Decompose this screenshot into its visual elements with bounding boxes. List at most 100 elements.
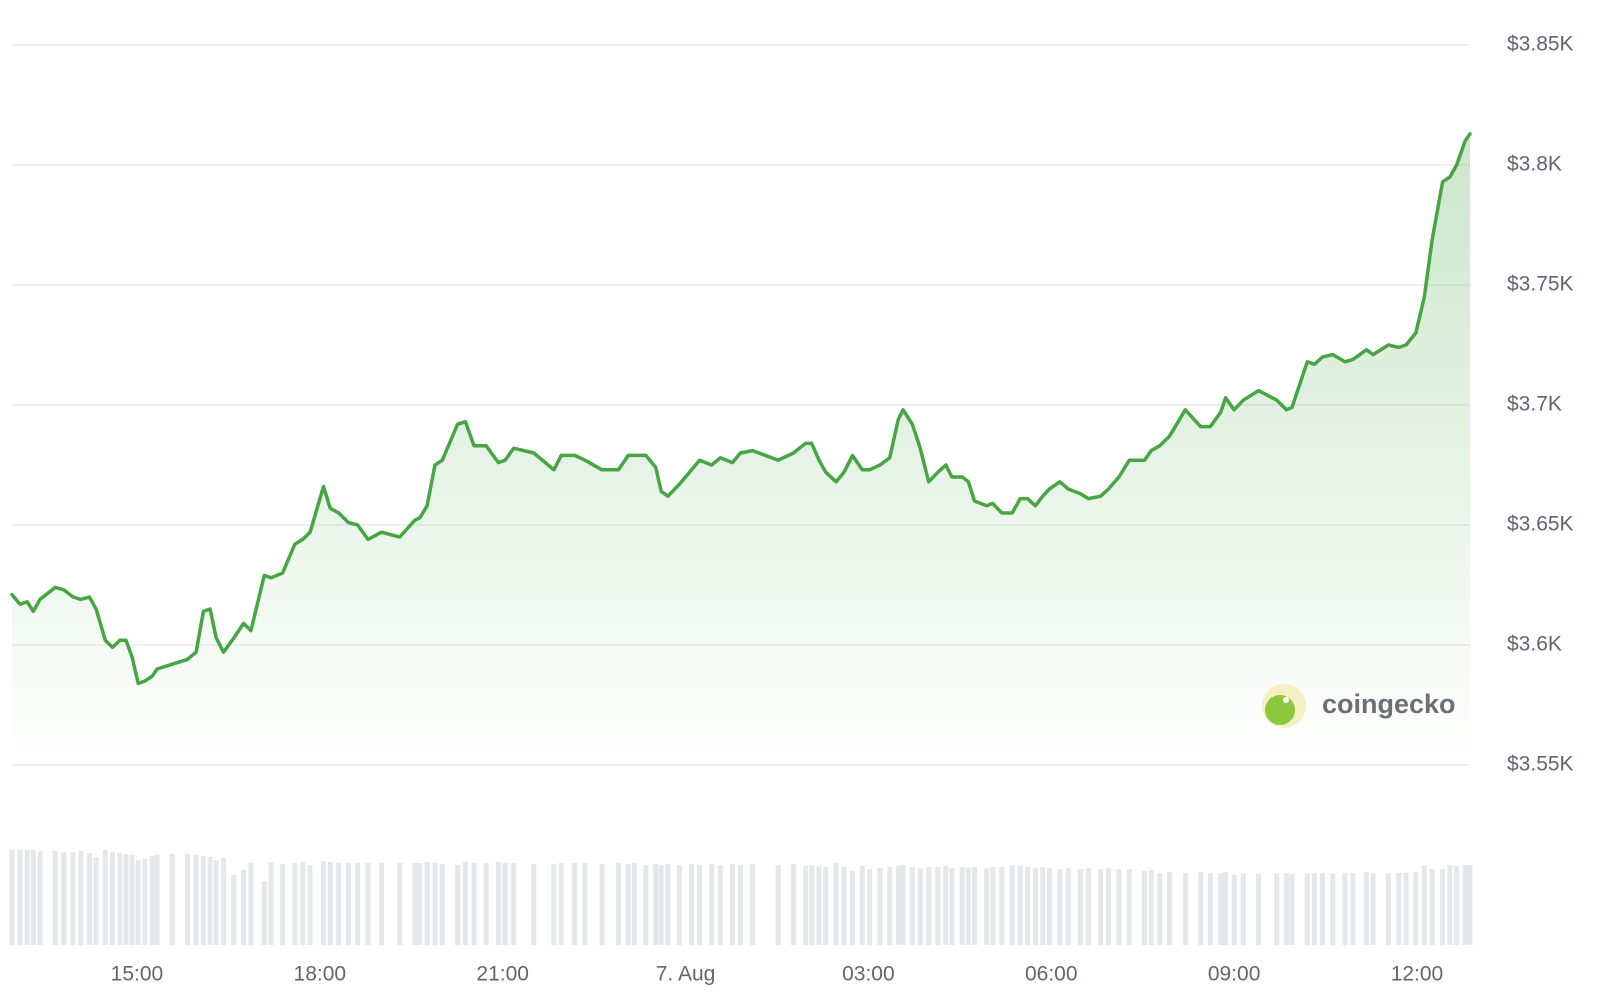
volume-bar <box>154 855 160 945</box>
volume-bar <box>1403 873 1409 945</box>
volume-bar <box>900 865 906 945</box>
volume-bar <box>582 863 588 945</box>
volume-bar <box>248 863 254 945</box>
volume-bar <box>412 863 418 945</box>
volume-bar <box>1363 872 1369 945</box>
volume-bar <box>859 866 865 945</box>
volume-bar <box>1218 873 1224 945</box>
volume-bar <box>717 865 723 945</box>
volume-bar <box>850 871 856 945</box>
volume-bar <box>599 864 605 945</box>
x-tick-label: 15:00 <box>111 963 164 986</box>
x-tick-label: 06:00 <box>1025 963 1078 986</box>
volume-bar <box>185 854 191 945</box>
volume-bar <box>1350 873 1356 945</box>
y-tick-label: $3.75K <box>1507 273 1574 296</box>
volume-bar <box>935 867 941 945</box>
volume-bar <box>123 854 129 945</box>
volume-bar <box>37 851 43 945</box>
volume-bar <box>1116 869 1122 945</box>
volume-bar <box>816 866 822 945</box>
volume-bar <box>102 850 108 945</box>
volume-bar <box>1421 865 1427 945</box>
x-tick-label: 18:00 <box>294 963 347 986</box>
volume-bar <box>1182 873 1188 945</box>
volume-bar <box>261 881 267 945</box>
volume-bar <box>221 858 227 945</box>
volume-bar <box>345 863 351 945</box>
volume-bar <box>1017 866 1023 945</box>
volume-bar <box>909 867 915 945</box>
volume-bar <box>1454 866 1460 945</box>
volume-bar <box>775 865 781 945</box>
volume-bar <box>625 864 631 945</box>
volume-bar <box>1098 869 1104 945</box>
volume-bar <box>1440 869 1446 945</box>
x-tick-label: 7. Aug <box>656 963 716 986</box>
volume-bar <box>1057 869 1063 945</box>
volume-bar <box>1085 868 1091 945</box>
volume-bar <box>1231 875 1237 945</box>
volume-bar <box>24 850 30 945</box>
volume-bar <box>887 867 893 945</box>
volume-bar <box>615 863 621 945</box>
watermark: coingecko <box>1262 684 1456 728</box>
volume-bar <box>511 863 517 945</box>
volume-bar <box>1304 873 1310 945</box>
volume-bar <box>877 868 883 945</box>
volume-bar <box>1330 873 1336 945</box>
volume-bar <box>1370 873 1376 945</box>
x-tick-label: 03:00 <box>842 963 895 986</box>
x-tick-label: 12:00 <box>1391 963 1444 986</box>
volume-bar <box>965 868 971 945</box>
price-line <box>10 132 1472 686</box>
volume-bar <box>336 863 342 945</box>
volume-bar <box>78 851 84 945</box>
volume-bar <box>990 867 996 945</box>
volume-bar <box>949 868 955 945</box>
volume-bar <box>790 864 796 945</box>
volume-bar <box>1319 873 1325 945</box>
volume-bar <box>471 863 477 945</box>
volume-bar <box>17 850 23 945</box>
volume-bar <box>149 856 155 945</box>
logo-gecko <box>1265 695 1295 725</box>
volume-bar <box>558 863 564 945</box>
volume-bar <box>378 863 384 945</box>
volume-bar <box>971 867 977 945</box>
volume-bar <box>207 857 213 945</box>
volume-bar <box>1396 873 1402 945</box>
volume-bar <box>1447 865 1453 945</box>
volume-bar <box>999 867 1005 945</box>
volume-bar <box>193 855 199 945</box>
volume-bar <box>231 875 237 945</box>
price-area <box>12 133 1470 766</box>
volume-bar <box>135 860 141 945</box>
volume-bar <box>895 866 901 945</box>
volume-bar <box>803 866 809 945</box>
volume-bar <box>665 864 671 945</box>
volume-bar <box>697 865 703 945</box>
volume-bar <box>1148 870 1154 945</box>
volume-bar <box>823 867 829 945</box>
volume-bar <box>70 852 76 945</box>
volume-bar <box>1223 872 1229 945</box>
volume-bar <box>984 868 990 945</box>
volume-bar <box>1467 865 1473 945</box>
y-tick-label: $3.8K <box>1507 153 1562 176</box>
volume-bar <box>1078 869 1084 945</box>
volume-bar <box>1024 867 1030 945</box>
volume-bar <box>455 865 461 945</box>
logo-eye <box>1283 697 1289 703</box>
volume-bar <box>750 864 756 945</box>
volume-bar <box>1413 872 1419 945</box>
x-tick-label: 09:00 <box>1208 963 1261 986</box>
x-tick-label: 21:00 <box>476 963 529 986</box>
volume-bar <box>1240 873 1246 945</box>
volume-bar <box>1198 872 1204 945</box>
volume-bar <box>551 864 557 945</box>
plot <box>10 132 1472 766</box>
volume-bar <box>292 863 298 945</box>
